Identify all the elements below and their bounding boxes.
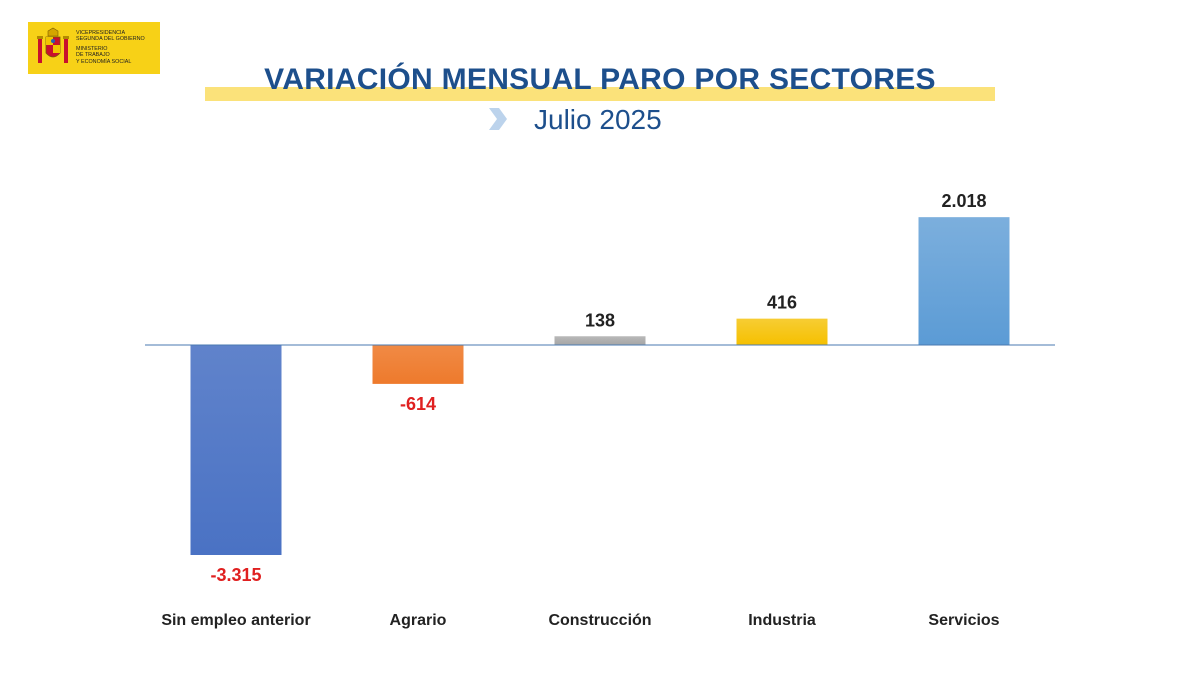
data-label-0: -3.315 (210, 565, 261, 585)
chevron-right-icon (489, 108, 507, 130)
bar-0 (190, 345, 282, 555)
ministry-logo: VICEPRESIDENCIA SEGUNDA DEL GOBIERNO MIN… (28, 22, 160, 74)
bar-1 (372, 345, 464, 384)
category-label-2: Construcción (548, 612, 651, 629)
data-label-3: 416 (767, 293, 797, 313)
bar-4 (918, 217, 1010, 345)
category-label-3: Industria (748, 612, 816, 629)
logo-line: Y ECONOMÍA SOCIAL (76, 58, 132, 65)
data-label-4: 2.018 (941, 191, 986, 211)
logo-text: VICEPRESIDENCIA SEGUNDA DEL GOBIERNO MIN… (76, 30, 160, 65)
logo-line: MINISTERIO (76, 45, 108, 52)
logo-line: VICEPRESIDENCIA (76, 30, 126, 36)
page-subtitle: Julio 2025 (534, 104, 662, 135)
bar-3 (736, 318, 828, 345)
category-label-1: Agrario (390, 612, 447, 629)
coat-of-arms-icon (37, 27, 69, 63)
logo-line: SEGUNDA DEL GOBIERNO (76, 36, 145, 43)
logo-line: DE TRABAJO (76, 52, 110, 59)
data-label-1: -614 (400, 394, 436, 414)
title-highlight-band (205, 87, 995, 101)
data-label-2: 138 (585, 310, 615, 330)
category-label-4: Servicios (928, 612, 999, 629)
category-label-0: Sin empleo anterior (161, 612, 310, 629)
bar-2 (554, 336, 646, 345)
page-title: VARIACIÓN MENSUAL PARO POR SECTORES (264, 63, 936, 96)
